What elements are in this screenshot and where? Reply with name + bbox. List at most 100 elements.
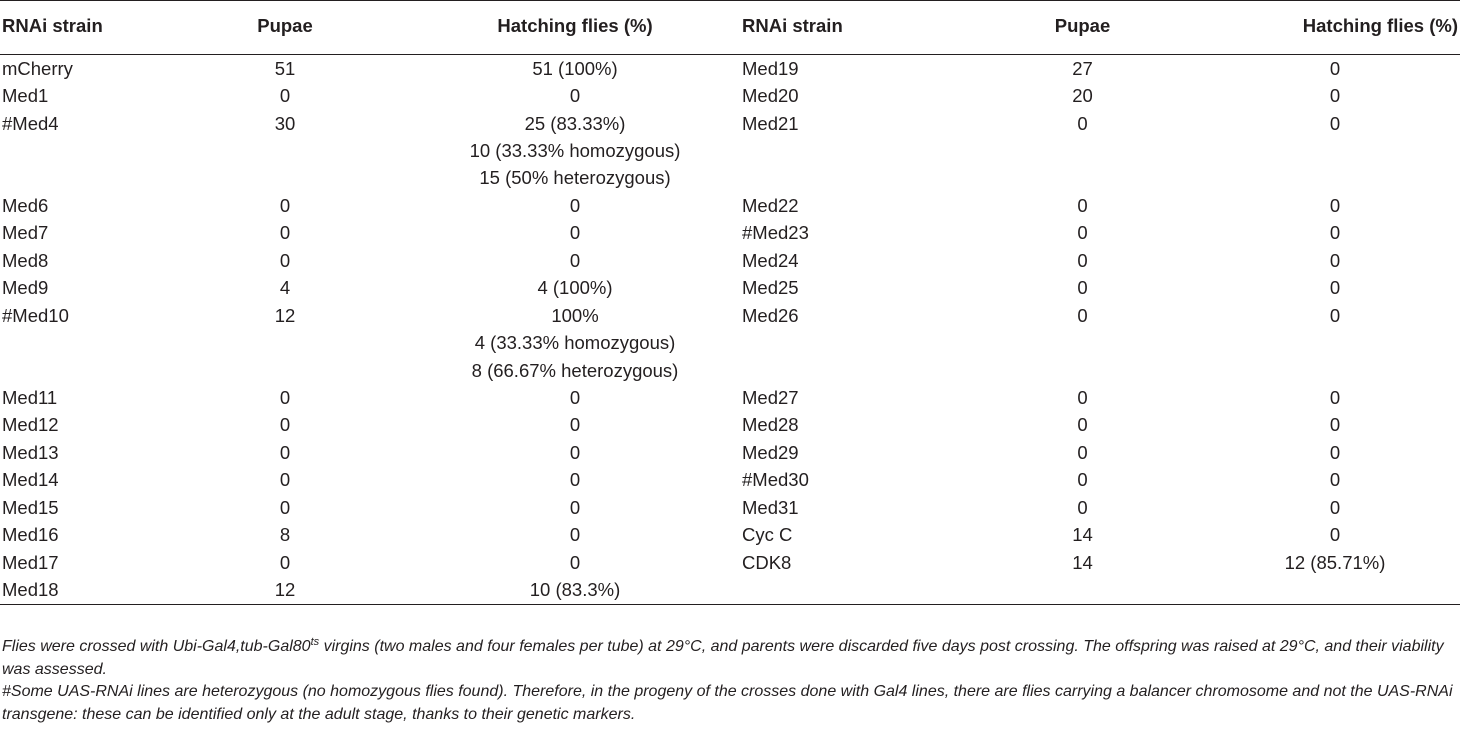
table-cell: #Med23 [742,222,809,244]
footnote-text: Flies were crossed with [2,638,173,655]
table-header: RNAi strain Pupae Hatching flies (%) RNAi s… [0,0,1460,55]
table-footnotes: Flies were crossed with Ubi-Gal4,tub-Gal… [2,636,1458,726]
table-cell: 0 [279,386,291,408]
table-cell: 12 [160,576,410,605]
table-cell: Med13 [2,441,59,463]
table-cell: 0 [569,441,581,463]
column-header: Pupae [160,0,410,55]
table-cell: 0 [569,524,581,546]
table-row: Med18 12 10 (83.3%) [0,576,1460,605]
table-cell: Med1 [2,85,49,107]
table-cell: 10 (83.3%) [410,576,740,605]
table-cell [955,137,1210,164]
table-cell: Med25 [742,277,799,299]
superscript: ts [310,636,320,648]
table-cell: 14 [1072,524,1093,546]
table-row: Med14 0 0 #Med30 0 0 [0,467,1460,494]
table-cell: 8 (66.67% heterozygous) [471,359,679,381]
table-cell: 0 [1329,85,1341,107]
table-cell [0,165,160,192]
table-row: Med13 0 0 Med29 0 0 [0,439,1460,466]
table-cell [0,329,160,356]
table-cell: 14 [1072,551,1093,573]
table-row: 4 (33.33% homozygous) [0,329,1460,356]
table-row: Med17 0 0 CDK8 14 12 (85.71%) [0,549,1460,576]
table-cell: Med21 [742,112,799,134]
table-cell: 20 [1072,85,1093,107]
table-cell: Med19 [742,57,799,79]
table-cell: 0 [1077,249,1088,271]
table-row: mCherry 51 51 (100%) Med19 27 0 [0,55,1460,83]
table-cell [955,329,1210,356]
table-cell: 0 [1077,441,1088,463]
table-cell [955,357,1210,384]
table-cell: 0 [1329,222,1341,244]
table-cell: 0 [1077,194,1088,216]
footnote-heterozygous: #Some UAS-RNAi lines are heterozygous (n… [2,683,1453,723]
table-cell: 0 [569,249,581,271]
column-header: Hatching flies (%) [410,0,740,55]
column-header: Pupae [955,0,1210,55]
table-cell: Med11 [2,386,58,408]
table-row: 10 (33.33% homozygous) [0,137,1460,164]
table-cell: 0 [1329,414,1341,436]
table-cell: 4 (100%) [537,277,613,299]
table-cell: Med12 [2,414,59,436]
table-cell: 0 [569,222,581,244]
table-cell: 0 [1329,469,1341,491]
table-row: Med7 0 0 #Med23 0 0 [0,220,1460,247]
table-row: Med1 0 0 Med20 20 0 [0,82,1460,109]
table-cell: 0 [1077,496,1088,518]
table-row: 15 (50% heterozygous) [0,165,1460,192]
table-cell: Cyc C [742,524,793,546]
table-cell: 27 [1072,57,1093,79]
table-cell [740,137,955,164]
table-cell: 0 [279,496,291,518]
table-cell [160,165,410,192]
table-cell: 4 [279,277,291,299]
table-cell [740,576,955,605]
column-header: Hatching flies (%) [1210,0,1460,55]
table-cell: mCherry [2,57,73,79]
table-cell: Med15 [2,496,59,518]
table-row: Med9 4 4 (100%) Med25 0 0 [0,275,1460,302]
table-cell: 0 [279,222,291,244]
table-cell: 0 [569,85,581,107]
table-cell: 8 [279,524,291,546]
table-cell: #Med30 [742,469,809,491]
table-cell: 0 [1329,112,1341,134]
table-cell: Med16 [2,524,59,546]
table-cell: 4 (33.33% homozygous) [474,332,676,354]
table-cell: 0 [1077,112,1088,134]
table-cell: 0 [279,414,291,436]
table-cell: 0 [1077,304,1088,326]
table-cell: 30 [274,112,296,134]
table-cell: 0 [569,386,581,408]
table-cell [1210,329,1460,356]
table-cell [1210,357,1460,384]
table-cell: 0 [1329,304,1341,326]
table-row: Med12 0 0 Med28 0 0 [0,412,1460,439]
table-cell: 51 [274,57,296,79]
table-cell: Med22 [742,194,799,216]
table-cell: 25 (83.33%) [524,112,626,134]
footnote-conditions: Flies were crossed with Ubi-Gal4,tub-Gal… [2,636,1458,681]
table-cell [1210,137,1460,164]
table-cell: Med8 [2,249,49,271]
table-cell [1210,576,1460,605]
table-cell: 15 (50% heterozygous) [479,167,671,189]
table-cell: 0 [279,194,291,216]
table-body: mCherry 51 51 (100%) Med19 27 0 Med1 0 0 Med20 20 0… [0,55,1460,605]
column-header: RNAi strain [740,0,955,55]
table-row: #Med10 12 100% Med26 0 0 [0,302,1460,329]
table-cell: Med17 [2,551,59,573]
table-cell: 0 [279,249,291,271]
table-cell: Med26 [742,304,799,326]
table-cell: 0 [569,194,581,216]
table-row: Med15 0 0 Med31 0 0 [0,494,1460,521]
table-cell: #Med4 [2,112,59,134]
table-cell: Med27 [742,386,799,408]
table-cell: 0 [569,414,581,436]
table-cell [0,137,160,164]
